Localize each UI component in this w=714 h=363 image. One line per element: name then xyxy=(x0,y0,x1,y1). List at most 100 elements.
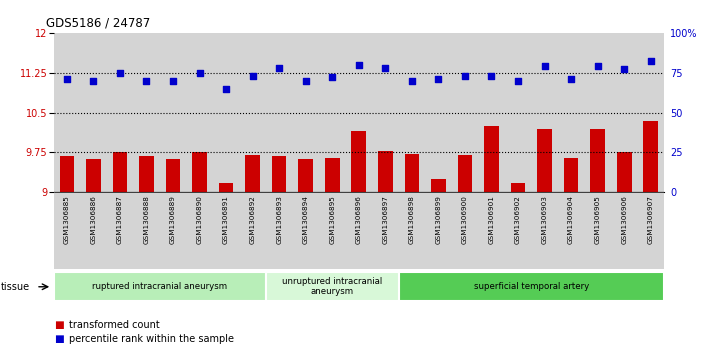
Bar xyxy=(638,33,664,192)
Point xyxy=(273,65,285,71)
Point xyxy=(618,66,630,72)
Bar xyxy=(558,33,584,192)
Bar xyxy=(139,156,154,192)
Text: GSM1306896: GSM1306896 xyxy=(356,195,362,244)
Bar xyxy=(266,272,398,301)
Bar xyxy=(246,155,260,192)
Bar xyxy=(611,33,638,192)
Point xyxy=(406,78,418,83)
Point xyxy=(353,62,365,68)
Bar xyxy=(405,154,419,192)
Bar xyxy=(272,156,286,192)
Text: GSM1306906: GSM1306906 xyxy=(621,195,627,244)
Text: GSM1306893: GSM1306893 xyxy=(276,195,282,244)
Point xyxy=(645,58,656,64)
Text: GSM1306897: GSM1306897 xyxy=(382,195,388,244)
Bar xyxy=(351,131,366,192)
Bar xyxy=(425,192,452,269)
Bar xyxy=(134,192,160,269)
Text: ■: ■ xyxy=(54,320,64,330)
Bar xyxy=(106,192,134,269)
Point xyxy=(459,73,471,79)
Bar xyxy=(643,121,658,192)
Bar xyxy=(134,33,160,192)
Point xyxy=(221,86,232,91)
Text: tissue: tissue xyxy=(1,282,30,292)
Bar xyxy=(54,192,80,269)
Point xyxy=(167,78,178,83)
Bar xyxy=(80,192,106,269)
Text: GSM1306887: GSM1306887 xyxy=(117,195,123,244)
Bar xyxy=(372,192,398,269)
Bar xyxy=(86,159,101,192)
Text: GSM1306888: GSM1306888 xyxy=(144,195,149,244)
Point xyxy=(61,76,73,82)
Bar xyxy=(239,192,266,269)
Bar xyxy=(484,126,499,192)
Bar xyxy=(478,33,505,192)
Bar xyxy=(398,192,425,269)
Point xyxy=(565,76,577,82)
Bar xyxy=(398,272,664,301)
Bar xyxy=(319,192,346,269)
Text: GSM1306903: GSM1306903 xyxy=(542,195,548,244)
Bar xyxy=(186,33,213,192)
Bar xyxy=(59,156,74,192)
Text: GSM1306885: GSM1306885 xyxy=(64,195,70,244)
Text: GSM1306898: GSM1306898 xyxy=(409,195,415,244)
Bar xyxy=(425,33,452,192)
Bar xyxy=(564,158,578,192)
Text: GSM1306905: GSM1306905 xyxy=(595,195,600,244)
Bar xyxy=(106,33,134,192)
Bar xyxy=(160,192,186,269)
Bar xyxy=(346,192,372,269)
Bar xyxy=(584,192,611,269)
Point xyxy=(193,70,205,76)
Bar xyxy=(346,33,372,192)
Text: transformed count: transformed count xyxy=(69,320,160,330)
Point xyxy=(114,70,126,76)
Text: GSM1306889: GSM1306889 xyxy=(170,195,176,244)
Bar xyxy=(537,129,552,192)
Text: GDS5186 / 24787: GDS5186 / 24787 xyxy=(46,16,151,29)
Bar xyxy=(558,192,584,269)
Point xyxy=(513,78,524,83)
Bar xyxy=(239,33,266,192)
Bar xyxy=(590,129,605,192)
Bar xyxy=(452,192,478,269)
Text: GSM1306907: GSM1306907 xyxy=(648,195,654,244)
Text: GSM1306899: GSM1306899 xyxy=(436,195,441,244)
Bar xyxy=(160,33,186,192)
Point xyxy=(433,76,444,82)
Bar xyxy=(505,33,531,192)
Text: percentile rank within the sample: percentile rank within the sample xyxy=(69,334,234,344)
Text: GSM1306886: GSM1306886 xyxy=(91,195,96,244)
Point xyxy=(326,74,338,80)
Bar xyxy=(611,192,638,269)
Point xyxy=(141,78,152,83)
Bar xyxy=(218,183,233,192)
Point xyxy=(247,73,258,79)
Bar xyxy=(54,33,80,192)
Text: GSM1306895: GSM1306895 xyxy=(329,195,336,244)
Point xyxy=(592,63,603,69)
Bar xyxy=(398,33,425,192)
Bar xyxy=(617,152,631,192)
Bar xyxy=(378,151,393,192)
Point xyxy=(380,65,391,71)
Text: GSM1306890: GSM1306890 xyxy=(196,195,203,244)
Bar xyxy=(80,33,106,192)
Text: superficial temporal artery: superficial temporal artery xyxy=(473,282,589,291)
Bar xyxy=(213,192,239,269)
Bar xyxy=(478,192,505,269)
Bar xyxy=(452,33,478,192)
Text: ■: ■ xyxy=(54,334,64,344)
Text: GSM1306894: GSM1306894 xyxy=(303,195,308,244)
Text: ruptured intracranial aneurysm: ruptured intracranial aneurysm xyxy=(92,282,227,291)
Bar xyxy=(192,152,207,192)
Bar xyxy=(186,192,213,269)
Bar xyxy=(531,192,558,269)
Bar xyxy=(298,159,313,192)
Text: GSM1306900: GSM1306900 xyxy=(462,195,468,244)
Bar xyxy=(293,192,319,269)
